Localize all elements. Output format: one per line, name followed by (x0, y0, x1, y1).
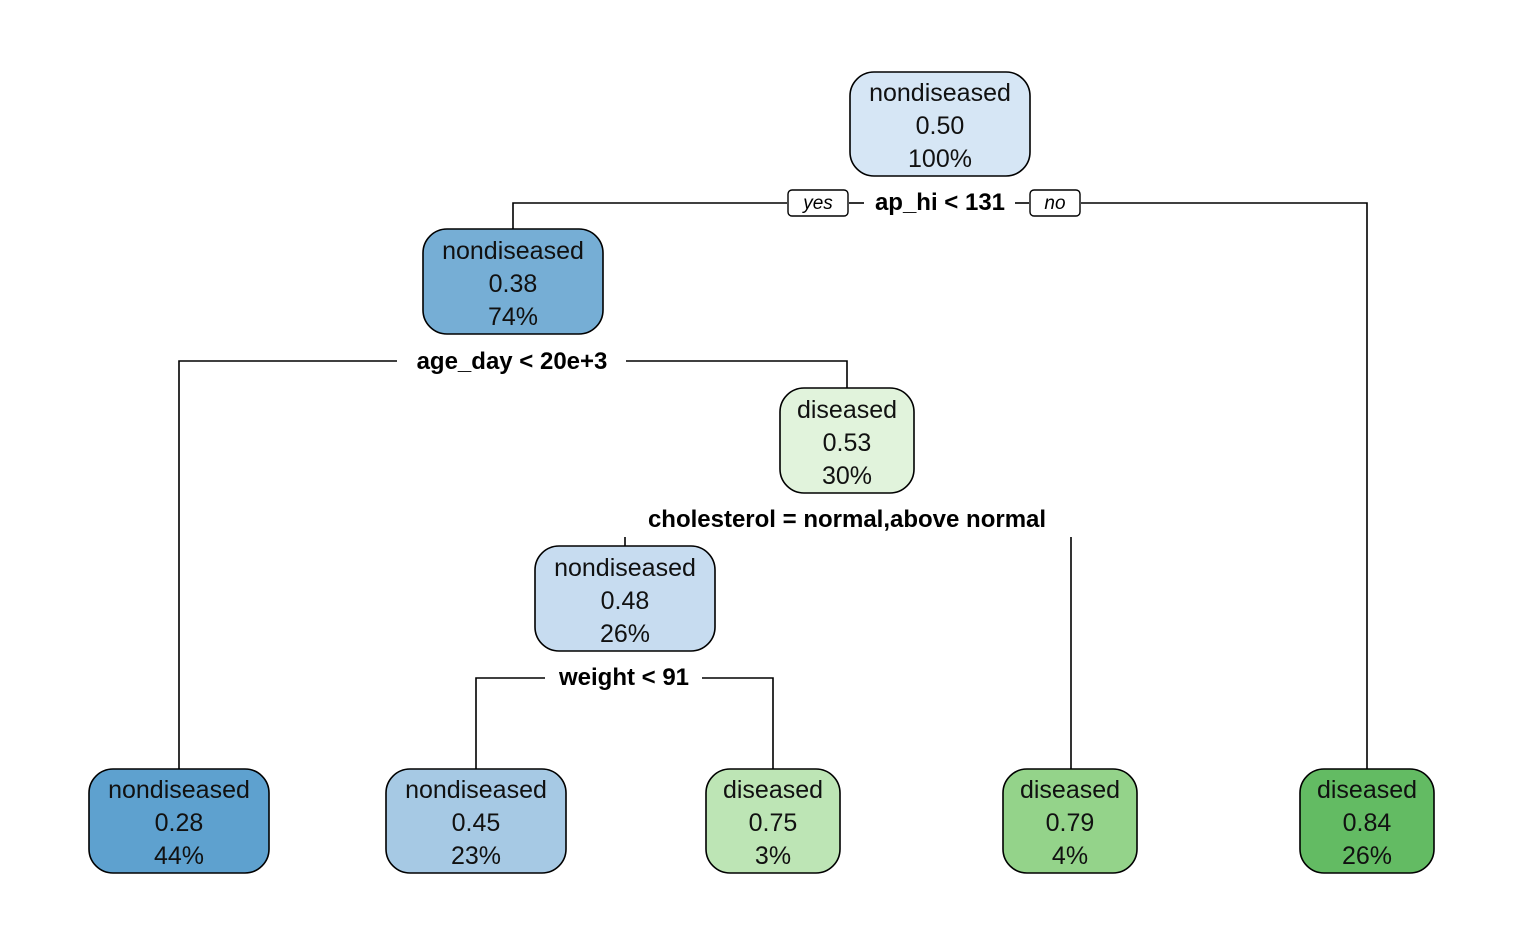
edge-root-split-left (512, 202, 787, 229)
node-percentage: 26% (600, 620, 650, 648)
edge-weight-split-left (475, 677, 545, 771)
yes-label: yes (787, 189, 849, 217)
node-class: nondiseased (442, 237, 584, 265)
node-probability: 0.75 (749, 809, 798, 837)
node-class: diseased (723, 776, 823, 804)
node-5: diseased 0.53 30% (779, 387, 915, 494)
leaf-node-3: diseased 0.84 26% (1299, 768, 1435, 874)
node-percentage: 23% (451, 842, 501, 870)
node-percentage: 100% (908, 145, 972, 173)
node-percentage: 30% (822, 462, 872, 490)
node-10: nondiseased 0.48 26% (534, 545, 716, 652)
leaf-node-4: nondiseased 0.28 44% (88, 768, 270, 874)
node-root: nondiseased 0.50 100% (849, 71, 1031, 177)
node-percentage: 3% (755, 842, 791, 870)
node-probability: 0.38 (489, 270, 538, 298)
node-class: diseased (1317, 776, 1417, 804)
node-probability: 0.48 (601, 587, 650, 615)
node-probability: 0.84 (1343, 809, 1392, 837)
edge-age-split-left (178, 360, 397, 771)
edge-age-split-right (626, 360, 848, 388)
split-label-weight: weight < 91 (558, 664, 689, 691)
node-probability: 0.53 (823, 429, 872, 457)
node-probability: 0.50 (916, 112, 965, 140)
edge-weight-split-right (702, 677, 774, 771)
node-percentage: 4% (1052, 842, 1088, 870)
node-class: nondiseased (405, 776, 547, 804)
edge-root-split-right (1081, 202, 1368, 771)
node-percentage: 26% (1342, 842, 1392, 870)
leaf-node-20: nondiseased 0.45 23% (385, 768, 567, 874)
node-probability: 0.79 (1046, 809, 1095, 837)
node-class: diseased (797, 396, 897, 424)
node-probability: 0.45 (452, 809, 501, 837)
yes-label-text: yes (801, 193, 833, 214)
node-2: nondiseased 0.38 74% (422, 228, 604, 335)
node-class: nondiseased (869, 79, 1011, 107)
no-label-text: no (1044, 193, 1065, 214)
node-class: nondiseased (108, 776, 250, 804)
no-label: no (1029, 189, 1081, 217)
split-label-age-day: age_day < 20e+3 (417, 348, 608, 375)
node-probability: 0.28 (155, 809, 204, 837)
leaf-node-21: diseased 0.75 3% (705, 768, 841, 874)
node-class: nondiseased (554, 554, 696, 582)
node-class: diseased (1020, 776, 1120, 804)
leaf-node-11: diseased 0.79 4% (1002, 768, 1138, 874)
node-percentage: 74% (488, 303, 538, 331)
split-label-ap-hi: ap_hi < 131 (875, 189, 1005, 216)
tree-edges (178, 202, 1368, 771)
split-label-cholesterol: cholesterol = normal,above normal (648, 506, 1046, 533)
node-percentage: 44% (154, 842, 204, 870)
